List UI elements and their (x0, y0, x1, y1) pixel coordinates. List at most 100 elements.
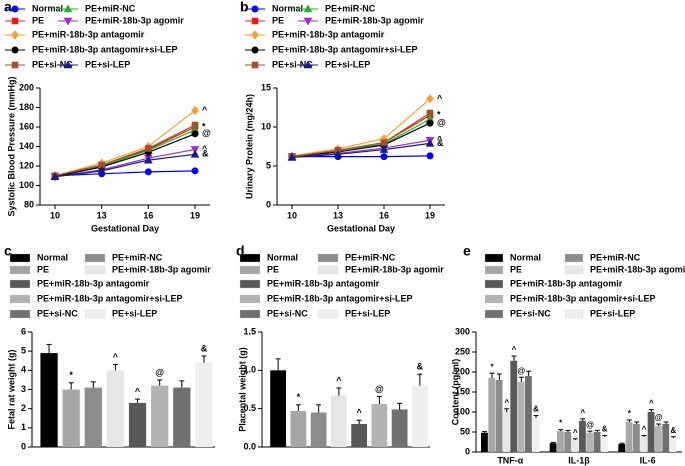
y-tick-label: 1.0 (243, 365, 256, 375)
series-line (292, 155, 431, 158)
annotation: * (69, 370, 73, 380)
legend-label: PE+si-LEP (85, 59, 130, 69)
annotation: @ (437, 117, 446, 127)
y-tick-label: 2 (21, 403, 26, 413)
x-tick-label: 10 (50, 210, 60, 220)
legend-swatch (9, 265, 31, 275)
annotation: ^ (202, 144, 208, 154)
legend-label: PE+miR-18b-3p antagomir (37, 278, 150, 288)
series-line (54, 170, 196, 177)
bar (488, 378, 496, 452)
legend-marker (63, 4, 73, 13)
point (144, 168, 152, 176)
legend-label: PE+miR-18b-3p agomir (112, 264, 211, 274)
y-tick-label: 100 (455, 406, 470, 416)
bar (503, 412, 510, 452)
point (97, 166, 107, 175)
bar (330, 395, 347, 447)
legend-marker (251, 17, 259, 25)
panel-label: c (4, 243, 12, 259)
y-tick-label: 120 (19, 160, 34, 170)
legend-label: PE+miR-18b-3p antagomir (267, 278, 380, 288)
point (379, 145, 389, 153)
legend-swatch (484, 265, 504, 275)
y-axis-title: Urinary Protein (mg/24h) (244, 94, 254, 199)
bar (371, 404, 388, 447)
y-tick-label: 1 (21, 422, 26, 432)
annotation: ^ (356, 408, 362, 418)
legend-swatch (9, 253, 31, 263)
x-tick-label: 16 (379, 210, 389, 220)
legend-marker (11, 17, 19, 25)
annotation: ^ (336, 375, 342, 385)
series-line (54, 124, 196, 177)
y-tick-label: 160 (19, 121, 34, 131)
x-axis-title: Gestational Day (327, 223, 395, 233)
legend-label: PE+si-NC (272, 59, 313, 69)
legend-marker (251, 30, 259, 40)
annotation: * (297, 392, 301, 402)
annotation: @ (655, 413, 663, 422)
legend-swatch (564, 309, 584, 319)
x-tick-label: IL-6 (640, 455, 656, 465)
bar (290, 410, 307, 447)
bar (351, 424, 368, 447)
point (380, 153, 388, 161)
point (143, 155, 153, 164)
series-line (54, 109, 196, 177)
y-tick-label: 140 (19, 141, 34, 151)
legend-label: PE (37, 264, 49, 274)
legend-label: PE+miR-NC (590, 252, 641, 262)
legend-swatch (317, 265, 339, 275)
legend-label: PE+si-LEP (345, 308, 390, 318)
series-line (54, 126, 196, 177)
x-tick-label: 10 (287, 210, 297, 220)
legend-label: PE+si-NC (32, 59, 73, 69)
bar (128, 402, 147, 447)
panel-label: e (463, 243, 471, 259)
legend-swatch (9, 279, 31, 289)
bar (195, 362, 213, 447)
panel-label: b (240, 0, 249, 15)
legend-label: PE+miR-NC (345, 252, 396, 262)
legend-label: PE+miR-18b-3p antagomir+si-LEP (32, 44, 178, 54)
y-tick-label: 0.0 (243, 441, 256, 451)
legend-label: PE (267, 264, 279, 274)
legend-label: Normal (267, 252, 298, 262)
legend-swatch (239, 309, 261, 319)
series-line (54, 153, 196, 178)
point (287, 152, 297, 161)
annotation: @ (202, 128, 211, 138)
legend-marker (63, 60, 73, 69)
y-tick-label: 250 (455, 346, 470, 356)
annotation: ^ (437, 135, 443, 145)
bar (510, 360, 518, 452)
bar (601, 436, 608, 452)
legend-label: PE+miR-18b-3p antagomir+si-LEP (272, 44, 418, 54)
point (425, 138, 435, 147)
legend-label: PE+miR-18b-3p agomir (345, 264, 444, 274)
y-tick-label: 200 (455, 366, 470, 376)
y-tick-label: 100 (19, 180, 34, 190)
legend-label: PE+miR-18b-3p antagomir (32, 29, 145, 39)
legend-swatch (9, 294, 31, 304)
bar (310, 412, 327, 447)
bar (525, 376, 532, 452)
annotation: ^ (642, 425, 647, 434)
legend-swatch (317, 253, 339, 263)
annotation: ^ (437, 93, 443, 103)
legend-label: PE+si-NC (267, 308, 308, 318)
annotation: & (202, 149, 209, 159)
bar (662, 424, 670, 452)
legend-marker (251, 46, 259, 54)
annotation: @ (155, 367, 164, 377)
bar (593, 432, 601, 452)
legend-label: PE (272, 15, 284, 25)
legend-label: PE+si-LEP (590, 308, 635, 318)
x-tick-label: 13 (333, 210, 343, 220)
legend-label: PE+miR-18b-3p antagomir (510, 278, 623, 288)
legend-swatch (239, 294, 261, 304)
legend-label: PE+miR-NC (85, 3, 136, 13)
y-tick-label: 150 (455, 386, 470, 396)
